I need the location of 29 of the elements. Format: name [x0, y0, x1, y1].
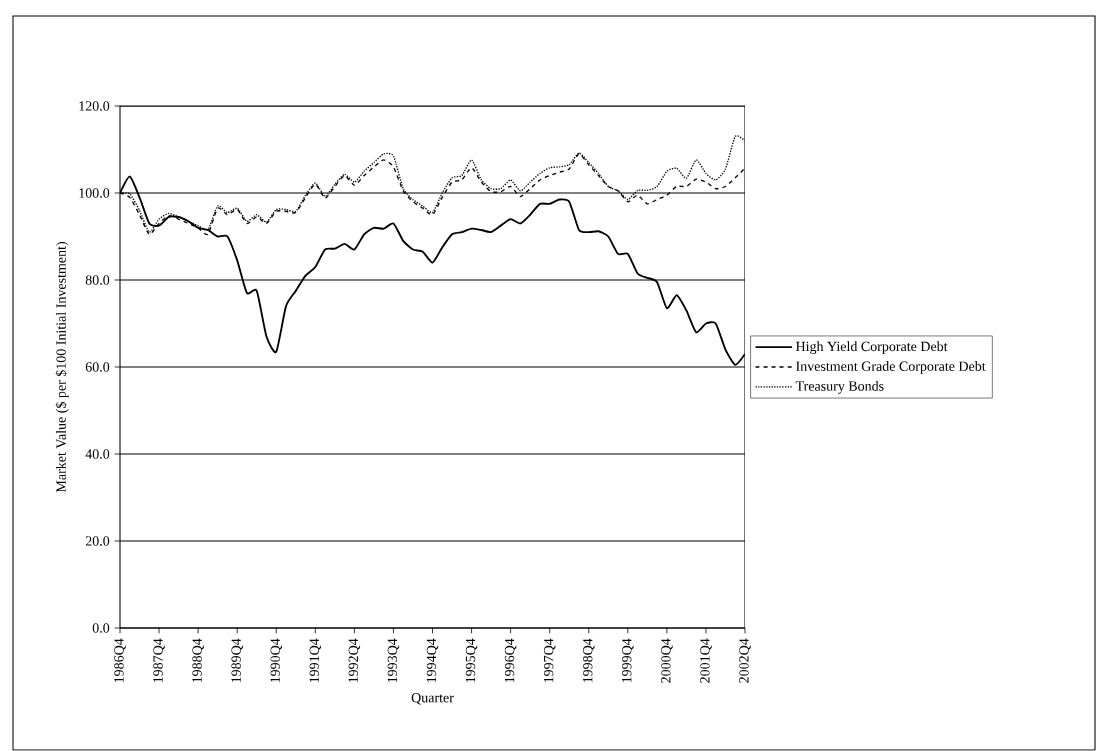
- x-tick-label: 1989Q4: [231, 638, 243, 683]
- y-tick-label: 0.0: [92, 623, 110, 633]
- x-axis-title: Quarter: [411, 692, 454, 705]
- y-tick-label: 80.0: [85, 275, 110, 285]
- x-tick-label: 1993Q4: [387, 638, 400, 683]
- x-tick-label: 1997Q4: [543, 638, 556, 683]
- legend-label: Investment Grade Corporate Debt: [796, 361, 986, 374]
- x-tick-label: 1986Q4: [114, 638, 126, 683]
- x-tick-label: 1990Q4: [270, 638, 283, 683]
- x-tick-label: 1988Q4: [192, 638, 204, 683]
- x-tick-label: 1992Q4: [348, 638, 361, 683]
- x-tick-label: 1994Q4: [426, 638, 439, 683]
- x-tick-label: 1995Q4: [465, 638, 478, 683]
- x-tick-label: 1996Q4: [504, 638, 517, 683]
- x-tick-label: 2000Q4: [661, 638, 673, 683]
- x-tick-label: 2001Q4: [700, 638, 712, 683]
- y-tick-label: 60.0: [85, 362, 110, 372]
- x-tick-label: 1998Q4: [582, 638, 595, 683]
- y-tick-label: 120.0: [79, 101, 110, 111]
- y-tick-label: 40.0: [85, 449, 110, 459]
- x-tick-label: 1999Q4: [622, 638, 634, 683]
- legend-label: Treasury Bonds: [795, 380, 884, 394]
- y-tick-label: 100.0: [79, 188, 110, 198]
- x-tick-label: 2002Q4: [739, 638, 751, 683]
- x-tick-label: 1987Q4: [153, 638, 165, 683]
- y-tick-label: 20.0: [85, 536, 110, 546]
- legend-label: High Yield Corporate Debt: [795, 341, 948, 354]
- y-axis-title: Market Value ($ per $100 Initial Investment): [55, 242, 69, 493]
- x-tick-label: 1991Q4: [309, 638, 322, 683]
